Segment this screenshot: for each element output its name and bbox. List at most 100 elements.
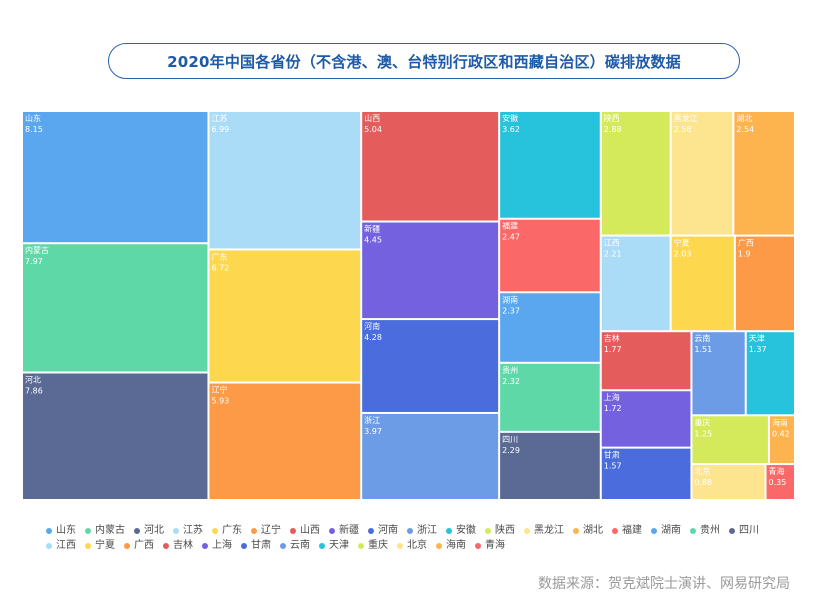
treemap-cell-rect[interactable] (499, 111, 601, 219)
legend-item[interactable]: 甘肃 (241, 539, 271, 553)
treemap-cell-rect[interactable] (22, 243, 209, 373)
legend-item[interactable]: 陕西 (485, 524, 515, 538)
treemap-cell-rect[interactable] (499, 292, 601, 363)
legend-item[interactable]: 辽宁 (251, 524, 281, 538)
treemap-cell-rect[interactable] (691, 331, 746, 416)
legend-item[interactable]: 吉林 (163, 539, 193, 553)
legend-item[interactable]: 天津 (319, 539, 349, 553)
treemap-cell-rect[interactable] (600, 390, 692, 448)
treemap-cell[interactable]: 广西 1.9 (734, 235, 795, 332)
treemap-cell[interactable]: 河北 7.86 (22, 372, 209, 500)
treemap-cell[interactable]: 广东 6.72 (208, 249, 362, 383)
treemap-cell[interactable]: 山西 5.04 (361, 111, 500, 222)
legend-item[interactable]: 新疆 (329, 524, 359, 538)
treemap-cell[interactable]: 宁夏 2.03 (670, 235, 735, 332)
legend-item[interactable]: 浙江 (407, 524, 437, 538)
legend-item[interactable]: 北京 (397, 539, 427, 553)
treemap-cell[interactable]: 内蒙古 7.97 (22, 243, 209, 373)
treemap-cell[interactable]: 贵州 2.32 (499, 362, 601, 432)
treemap-cell-rect[interactable] (670, 235, 735, 332)
legend-item[interactable]: 黑龙江 (524, 524, 564, 538)
legend-item[interactable]: 江西 (46, 539, 76, 553)
treemap-cell-rect[interactable] (22, 111, 209, 244)
treemap-cell[interactable]: 黑龙江 2.58 (670, 111, 734, 236)
treemap-cell[interactable]: 甘肃 1.57 (600, 447, 692, 500)
treemap-cell[interactable]: 安徽 3.62 (499, 111, 601, 219)
treemap-cell-rect[interactable] (600, 111, 671, 236)
legend-item[interactable]: 广西 (124, 539, 154, 553)
treemap-cell-rect[interactable] (734, 235, 795, 332)
treemap-cell-label: 青海 (769, 466, 785, 476)
treemap-cell[interactable]: 江西 2.21 (600, 235, 671, 332)
treemap-cell-rect[interactable] (361, 111, 500, 222)
treemap-cell-rect[interactable] (765, 464, 796, 500)
treemap-cell-rect[interactable] (499, 218, 601, 293)
treemap-cell-rect[interactable] (499, 362, 601, 432)
legend-label: 河北 (144, 525, 164, 536)
treemap-cell[interactable]: 云南 1.51 (691, 331, 746, 416)
legend-item[interactable]: 内蒙古 (85, 524, 125, 538)
legend-item[interactable]: 河北 (134, 524, 164, 538)
legend-item[interactable]: 山东 (46, 524, 76, 538)
treemap-cell-rect[interactable] (745, 331, 795, 416)
treemap-cell[interactable]: 湖北 2.54 (733, 111, 796, 236)
treemap-cell[interactable]: 吉林 1.77 (600, 331, 692, 391)
treemap-cell[interactable]: 山东 8.15 (22, 111, 209, 244)
legend-item[interactable]: 青海 (475, 539, 505, 553)
treemap-cell-rect[interactable] (208, 111, 362, 250)
legend-swatch-icon (475, 543, 481, 549)
legend-item[interactable]: 云南 (280, 539, 310, 553)
legend-item[interactable]: 四川 (729, 524, 759, 538)
treemap-cell[interactable]: 海南 0.42 (768, 415, 796, 465)
treemap-cell-value: 2.88 (604, 125, 622, 134)
treemap-cell[interactable]: 河南 4.28 (361, 319, 500, 413)
treemap-cell-rect[interactable] (361, 319, 500, 413)
legend-swatch-icon (573, 528, 579, 534)
treemap-cell-label: 河北 (25, 374, 41, 384)
treemap-cell-rect[interactable] (361, 412, 500, 500)
treemap-cell-value: 2.29 (502, 446, 520, 455)
legend-item[interactable]: 安徽 (446, 524, 476, 538)
treemap-cell-rect[interactable] (22, 372, 209, 500)
treemap-cell[interactable]: 辽宁 5.93 (208, 382, 362, 501)
legend-item[interactable]: 重庆 (358, 539, 388, 553)
legend-item[interactable]: 宁夏 (85, 539, 115, 553)
treemap-cell[interactable]: 青海 0.35 (765, 464, 796, 500)
treemap-cell[interactable]: 湖南 2.37 (499, 292, 601, 363)
treemap-cell[interactable]: 上海 1.72 (600, 390, 692, 448)
legend-item[interactable]: 贵州 (690, 524, 720, 538)
legend-item[interactable]: 福建 (612, 524, 642, 538)
treemap-cell-rect[interactable] (600, 331, 692, 391)
legend-item[interactable]: 广东 (212, 524, 242, 538)
treemap-cell-rect[interactable] (691, 464, 766, 500)
treemap-cell-rect[interactable] (499, 431, 601, 500)
treemap-cell[interactable]: 天津 1.37 (745, 331, 795, 416)
legend-label: 海南 (446, 540, 466, 551)
treemap-cell[interactable]: 浙江 3.97 (361, 412, 500, 500)
legend-item[interactable]: 河南 (368, 524, 398, 538)
legend-item[interactable]: 湖南 (651, 524, 681, 538)
treemap-cell[interactable]: 北京 0.88 (691, 464, 766, 500)
treemap-cell[interactable]: 重庆 1.25 (691, 415, 769, 465)
treemap-cell-rect[interactable] (208, 382, 362, 501)
treemap-cell-rect[interactable] (670, 111, 734, 236)
treemap-cell-rect[interactable] (208, 249, 362, 383)
treemap-cell[interactable]: 福建 2.47 (499, 218, 601, 293)
legend-swatch-icon (85, 528, 91, 534)
treemap-cell-rect[interactable] (691, 415, 769, 465)
treemap-cell[interactable]: 陕西 2.88 (600, 111, 671, 236)
treemap-cell[interactable]: 四川 2.29 (499, 431, 601, 500)
legend-swatch-icon (651, 528, 657, 534)
treemap-cell-rect[interactable] (733, 111, 796, 236)
legend-item[interactable]: 山西 (290, 524, 320, 538)
legend-item[interactable]: 海南 (436, 539, 466, 553)
treemap-cell-rect[interactable] (768, 415, 796, 465)
legend-item[interactable]: 江苏 (173, 524, 203, 538)
legend-item[interactable]: 上海 (202, 539, 232, 553)
treemap-cell-rect[interactable] (361, 221, 500, 320)
treemap-cell[interactable]: 新疆 4.45 (361, 221, 500, 320)
treemap-cell[interactable]: 江苏 6.99 (208, 111, 362, 250)
legend-item[interactable]: 湖北 (573, 524, 603, 538)
treemap-cell-rect[interactable] (600, 235, 671, 332)
treemap-cell-rect[interactable] (600, 447, 692, 500)
